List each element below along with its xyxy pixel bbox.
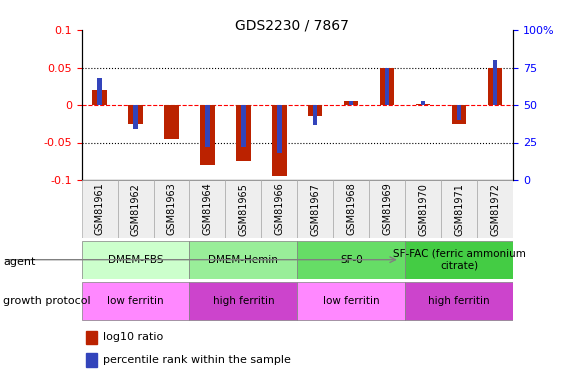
Bar bbox=[86, 331, 97, 344]
Bar bbox=[236, 105, 251, 161]
Bar bbox=[241, 105, 245, 147]
Text: GSM81962: GSM81962 bbox=[131, 183, 141, 236]
Bar bbox=[97, 78, 102, 105]
Bar bbox=[385, 68, 389, 105]
Text: GSM81965: GSM81965 bbox=[238, 183, 248, 236]
Bar bbox=[164, 105, 178, 139]
Text: GSM81972: GSM81972 bbox=[490, 183, 500, 236]
Text: GSM81970: GSM81970 bbox=[418, 183, 428, 236]
Text: GDS2230 / 7867: GDS2230 / 7867 bbox=[234, 19, 349, 33]
Text: percentile rank within the sample: percentile rank within the sample bbox=[103, 355, 291, 365]
Text: GSM81961: GSM81961 bbox=[94, 183, 104, 236]
Bar bbox=[297, 282, 405, 320]
Bar bbox=[134, 105, 138, 129]
Text: DMEM-FBS: DMEM-FBS bbox=[108, 255, 163, 265]
Bar bbox=[457, 105, 461, 120]
Bar bbox=[488, 68, 503, 105]
Text: GSM81964: GSM81964 bbox=[202, 183, 212, 236]
Bar bbox=[189, 282, 297, 320]
Bar bbox=[477, 180, 513, 238]
Text: GSM81968: GSM81968 bbox=[346, 183, 356, 236]
Bar bbox=[201, 105, 215, 165]
Bar bbox=[277, 105, 282, 153]
Text: log10 ratio: log10 ratio bbox=[103, 333, 163, 342]
Bar bbox=[297, 180, 333, 238]
Bar bbox=[128, 105, 143, 124]
Bar bbox=[405, 180, 441, 238]
Text: low ferritin: low ferritin bbox=[323, 296, 380, 306]
Text: growth protocol: growth protocol bbox=[3, 296, 90, 306]
Bar bbox=[416, 104, 430, 105]
Text: SF-FAC (ferric ammonium
citrate): SF-FAC (ferric ammonium citrate) bbox=[393, 249, 525, 270]
Bar bbox=[380, 68, 394, 105]
Bar bbox=[205, 105, 210, 147]
Bar bbox=[493, 60, 497, 105]
Text: high ferritin: high ferritin bbox=[429, 296, 490, 306]
Text: SF-0: SF-0 bbox=[340, 255, 363, 265]
Text: high ferritin: high ferritin bbox=[213, 296, 274, 306]
Bar bbox=[189, 180, 226, 238]
Text: DMEM-Hemin: DMEM-Hemin bbox=[209, 255, 278, 265]
Text: GSM81967: GSM81967 bbox=[310, 183, 320, 236]
Text: GSM81966: GSM81966 bbox=[275, 183, 285, 236]
Bar bbox=[82, 241, 189, 279]
Bar bbox=[86, 353, 97, 367]
Text: GSM81963: GSM81963 bbox=[167, 183, 177, 236]
Bar bbox=[118, 180, 153, 238]
Bar bbox=[82, 282, 189, 320]
Bar bbox=[82, 180, 118, 238]
Bar bbox=[226, 180, 261, 238]
Bar bbox=[344, 101, 359, 105]
Bar bbox=[313, 105, 318, 125]
Bar bbox=[333, 180, 369, 238]
Bar bbox=[297, 241, 405, 279]
Bar bbox=[153, 180, 189, 238]
Bar bbox=[349, 100, 353, 105]
Text: GSM81971: GSM81971 bbox=[454, 183, 464, 236]
Bar bbox=[189, 241, 297, 279]
Bar bbox=[272, 105, 286, 176]
Bar bbox=[369, 180, 405, 238]
Text: agent: agent bbox=[3, 257, 36, 267]
Bar bbox=[308, 105, 322, 116]
Text: low ferritin: low ferritin bbox=[107, 296, 164, 306]
Bar bbox=[441, 180, 477, 238]
Bar bbox=[405, 282, 513, 320]
Bar bbox=[452, 105, 466, 124]
Text: GSM81969: GSM81969 bbox=[382, 183, 392, 236]
Bar bbox=[405, 241, 513, 279]
Bar bbox=[92, 90, 107, 105]
Bar bbox=[261, 180, 297, 238]
Bar bbox=[421, 100, 426, 105]
